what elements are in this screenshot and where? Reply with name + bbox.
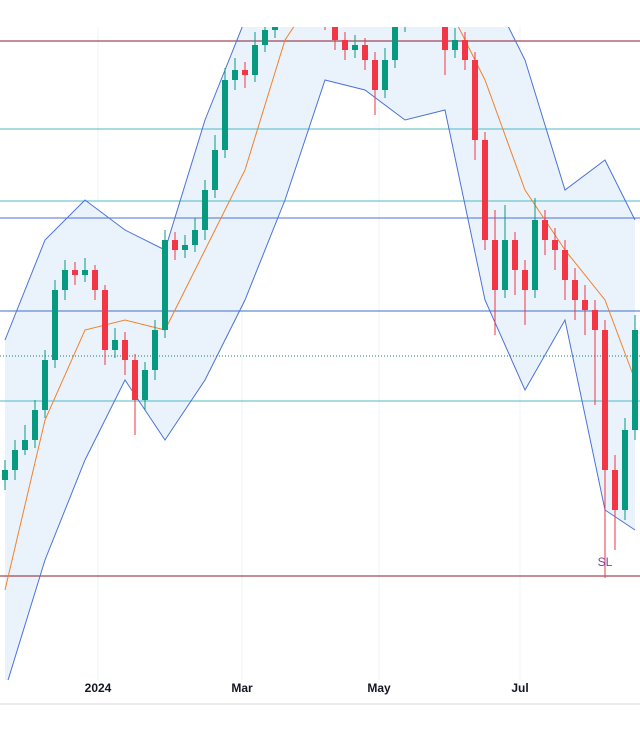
candle-body <box>352 45 358 50</box>
candle-body <box>372 60 378 90</box>
candle-body <box>92 270 98 290</box>
plot-area <box>0 27 640 680</box>
candle-body <box>22 440 28 450</box>
candle-body <box>332 27 338 40</box>
candle-body <box>182 245 188 250</box>
candle-body <box>252 45 258 75</box>
candle-body <box>472 60 478 140</box>
candle-body <box>42 360 48 410</box>
annotation: SL <box>598 555 613 569</box>
candle-body <box>132 360 138 400</box>
candle-body <box>452 40 458 50</box>
candle-body <box>492 240 498 290</box>
band-upper <box>4 27 636 341</box>
candle-body <box>572 280 578 300</box>
candle-body <box>2 470 8 480</box>
candle-body <box>242 70 248 75</box>
x-tick-label: Mar <box>231 681 253 695</box>
candle-body <box>32 410 38 440</box>
candle-body <box>122 340 128 360</box>
x-tick-label: 2024 <box>85 681 112 695</box>
candle-body <box>212 150 218 190</box>
candle-body <box>62 270 68 290</box>
candle-body <box>142 370 148 400</box>
candle-body <box>612 470 618 510</box>
candle-body <box>592 310 598 330</box>
candle-body <box>632 330 638 430</box>
candle-body <box>532 220 538 290</box>
band-middle <box>4 27 636 591</box>
candle-body <box>12 450 18 470</box>
candle-body <box>542 220 548 240</box>
candle-body <box>442 27 448 50</box>
candle-body <box>462 40 468 60</box>
candle-body <box>82 270 88 275</box>
candle-body <box>172 240 178 250</box>
candle-body <box>152 330 158 370</box>
band-lower <box>7 79 636 680</box>
candle-body <box>362 45 368 60</box>
x-tick-label: May <box>367 681 391 695</box>
candle-body <box>552 240 558 250</box>
x-tick-label: Jul <box>511 681 528 695</box>
candle-body <box>162 240 168 330</box>
candle-body <box>232 70 238 80</box>
candle-body <box>382 60 388 90</box>
candle-body <box>512 240 518 270</box>
candle-body <box>52 290 58 360</box>
candle-body <box>502 240 508 290</box>
candle-body <box>72 270 78 275</box>
candle-body <box>342 40 348 50</box>
candle-body <box>272 27 278 30</box>
candle-body <box>202 190 208 230</box>
candle-body <box>562 250 568 280</box>
candle-body <box>222 80 228 150</box>
candle-body <box>192 230 198 245</box>
candle-body <box>602 330 608 470</box>
candle-body <box>482 140 488 240</box>
candle-body <box>102 290 108 350</box>
candle-body <box>582 300 588 310</box>
candle-body <box>392 27 398 60</box>
candle-body <box>522 270 528 290</box>
candle-body <box>262 30 268 45</box>
band-fill <box>5 27 635 680</box>
candle-body <box>622 430 628 510</box>
candle-body <box>112 340 118 350</box>
